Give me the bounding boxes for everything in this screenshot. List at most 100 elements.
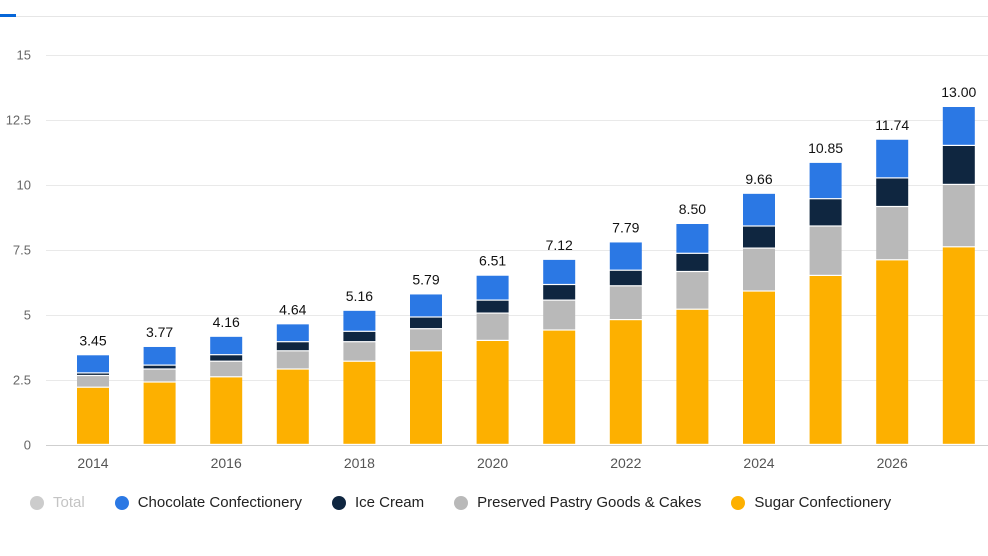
x-tick-label: 2014	[77, 455, 108, 471]
bar-preserved-pastry-goods-cakes-2015	[143, 369, 176, 382]
bar-preserved-pastry-goods-cakes-2016	[210, 361, 243, 377]
legend-item-sugar-confectionery[interactable]: Sugar Confectionery	[731, 494, 891, 511]
legend-swatch-chocolate-confectionery	[114, 495, 129, 510]
total-label-2026: 11.74	[875, 117, 909, 133]
bar-ice-cream-2019	[410, 317, 442, 329]
bar-ice-cream-2025	[809, 199, 842, 226]
legend-label-total: Total	[53, 494, 85, 511]
bar-ice-cream-2017	[276, 342, 309, 351]
total-label-2022: 7.79	[612, 219, 639, 235]
bar-ice-cream-2022	[609, 270, 642, 286]
y-tick-label: 0	[24, 438, 31, 453]
bar-chocolate-confectionery-2017	[276, 324, 309, 342]
bar-ice-cream-2027	[942, 146, 975, 184]
total-label-2017: 4.64	[279, 301, 306, 317]
bar-sugar-confectionery-2023	[676, 309, 709, 444]
total-label-2014: 3.45	[79, 332, 106, 348]
bar-chocolate-confectionery-2026	[876, 139, 909, 178]
total-label-2018: 5.16	[346, 288, 373, 304]
bar-chocolate-confectionery-2018	[343, 310, 376, 331]
total-label-2019: 5.79	[412, 271, 439, 287]
bar-ice-cream-2014	[77, 373, 109, 375]
bar-chocolate-confectionery-2019	[410, 294, 442, 317]
bar-chocolate-confectionery-2020	[476, 275, 509, 300]
bar-ice-cream-2016	[210, 355, 243, 361]
legend-label-preserved-pastry-goods-cakes: Preserved Pastry Goods & Cakes	[477, 494, 702, 511]
legend-label-sugar-confectionery: Sugar Confectionery	[754, 494, 892, 511]
total-labels: 3.45 3.77 4.16 4.64 5.16 5.79 6.51 7.12 7.79 8.50…	[79, 84, 976, 348]
bar-preserved-pastry-goods-cakes-2023	[676, 272, 709, 309]
bar-ice-cream-2024	[743, 226, 775, 248]
x-axis-ticks: 2014 2016 2018 2020 2022 2024 2026	[77, 455, 908, 471]
total-label-2020: 6.51	[479, 253, 506, 269]
bar-sugar-confectionery-2027	[942, 247, 975, 444]
bar-ice-cream-2023	[676, 253, 709, 271]
y-tick-label: 15	[17, 48, 31, 63]
bar-chocolate-confectionery-2016	[210, 336, 243, 355]
legend-label-ice-cream: Ice Cream	[354, 494, 425, 511]
x-tick-label: 2018	[344, 455, 375, 471]
bar-preserved-pastry-goods-cakes-2020	[476, 313, 509, 340]
bar-preserved-pastry-goods-cakes-2024	[743, 248, 775, 291]
bar-chocolate-confectionery-2014	[77, 355, 109, 373]
bar-sugar-confectionery-2025	[809, 276, 842, 444]
y-tick-label: 5	[24, 308, 31, 323]
total-label-2016: 4.16	[213, 314, 240, 330]
bar-chocolate-confectionery-2027	[942, 107, 975, 145]
legend-swatch-preserved-pastry-goods-cakes	[454, 495, 469, 510]
total-label-2025: 10.85	[808, 140, 843, 156]
bar-sugar-confectionery-2021	[543, 330, 576, 444]
bar-sugar-confectionery-2022	[609, 320, 642, 444]
x-tick-label: 2022	[610, 455, 641, 471]
bar-sugar-confectionery-2026	[876, 260, 909, 444]
bar-preserved-pastry-goods-cakes-2022	[609, 286, 642, 319]
total-label-2015: 3.77	[146, 324, 173, 340]
bar-chocolate-confectionery-2025	[809, 162, 842, 199]
bar-chocolate-confectionery-2023	[676, 224, 709, 253]
bar-sugar-confectionery-2019	[410, 351, 442, 444]
y-tick-label: 10	[17, 178, 31, 193]
legend-item-ice-cream[interactable]: Ice Cream	[331, 494, 425, 511]
y-tick-label: 2.5	[13, 373, 31, 388]
top-accent-bar	[0, 14, 16, 17]
grid-lines	[46, 55, 988, 446]
bar-preserved-pastry-goods-cakes-2018	[343, 342, 376, 361]
x-tick-label: 2024	[743, 455, 774, 471]
legend-label-chocolate-confectionery: Chocolate Confectionery	[137, 494, 302, 511]
bar-chocolate-confectionery-2024	[743, 193, 775, 226]
bar-preserved-pastry-goods-cakes-2027	[942, 185, 975, 247]
y-tick-label: 12.5	[6, 113, 31, 128]
x-tick-label: 2016	[211, 455, 242, 471]
bar-ice-cream-2018	[343, 331, 376, 342]
legend-swatch-total	[30, 495, 44, 510]
legend-item-chocolate-confectionery[interactable]: Chocolate Confectionery	[114, 494, 302, 511]
bar-ice-cream-2021	[543, 285, 576, 300]
bar-sugar-confectionery-2017	[276, 369, 309, 444]
bar-chocolate-confectionery-2015	[143, 346, 176, 365]
x-tick-label: 2020	[477, 455, 508, 471]
bar-ice-cream-2020	[476, 300, 509, 313]
bar-ice-cream-2015	[143, 365, 176, 369]
bar-ice-cream-2026	[876, 178, 909, 206]
y-axis-ticks: 0 2.5 5 7.5 10 12.5 15	[6, 48, 31, 453]
total-label-2027: 13.00	[941, 84, 976, 100]
x-tick-label: 2026	[877, 455, 908, 471]
legend: Total Chocolate Confectionery Ice Cream …	[30, 494, 921, 511]
bar-preserved-pastry-goods-cakes-2019	[410, 329, 442, 351]
legend-item-total[interactable]: Total	[30, 494, 85, 511]
stacked-bar-chart: 0 2.5 5 7.5 10 12.5 15 3.45 3.77 4.16 4.64 5.16 5.7…	[6, 48, 988, 471]
bar-preserved-pastry-goods-cakes-2021	[543, 300, 576, 330]
bar-preserved-pastry-goods-cakes-2025	[809, 226, 842, 275]
legend-item-preserved-pastry-goods-cakes[interactable]: Preserved Pastry Goods & Cakes	[454, 494, 701, 511]
bar-sugar-confectionery-2014	[77, 387, 109, 444]
bar-sugar-confectionery-2018	[343, 361, 376, 444]
legend-swatch-ice-cream	[331, 495, 346, 510]
y-tick-label: 7.5	[13, 243, 31, 258]
bar-preserved-pastry-goods-cakes-2026	[876, 207, 909, 260]
bar-sugar-confectionery-2020	[476, 341, 509, 444]
bar-preserved-pastry-goods-cakes-2017	[276, 351, 309, 369]
bar-chocolate-confectionery-2021	[543, 259, 576, 284]
bar-chocolate-confectionery-2022	[609, 242, 642, 270]
bar-sugar-confectionery-2015	[143, 382, 176, 444]
legend-swatch-sugar-confectionery	[731, 495, 746, 510]
